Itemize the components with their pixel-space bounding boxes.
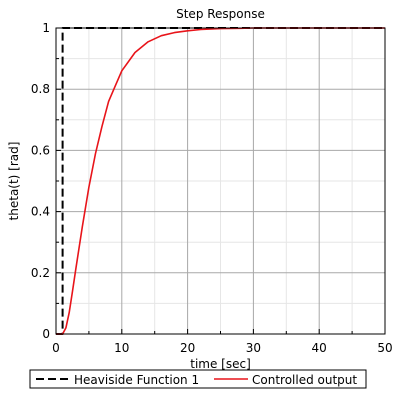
y-axis-label: theta(t) [rad] [7, 142, 21, 221]
grid-lines [56, 28, 385, 334]
x-axis-label: time [sec] [190, 357, 251, 371]
x-tick-label: 50 [377, 341, 392, 355]
y-tick-label: 0.6 [31, 143, 50, 157]
legend-label-heaviside: Heaviside Function 1 [74, 373, 199, 387]
x-tick-label: 20 [180, 341, 195, 355]
y-tick-label: 0.2 [31, 266, 50, 280]
x-tick-label: 0 [52, 341, 60, 355]
x-tick-label: 10 [114, 341, 129, 355]
axis-ticks: 0 10 20 30 40 50 0 0.2 0.4 0.6 0.8 1 [31, 21, 393, 355]
y-tick-label: 0.4 [31, 205, 50, 219]
legend-box [29, 369, 367, 389]
chart-title: Step Response [176, 7, 265, 21]
x-tick-label: 40 [312, 341, 327, 355]
y-tick-label: 1 [42, 21, 50, 35]
y-tick-label: 0.8 [31, 82, 50, 96]
y-tick-label: 0 [42, 327, 50, 341]
legend-label-controlled-output: Controlled output [252, 373, 357, 387]
legend: Heaviside Function 1 Controlled output [29, 369, 367, 389]
x-tick-label: 30 [246, 341, 261, 355]
